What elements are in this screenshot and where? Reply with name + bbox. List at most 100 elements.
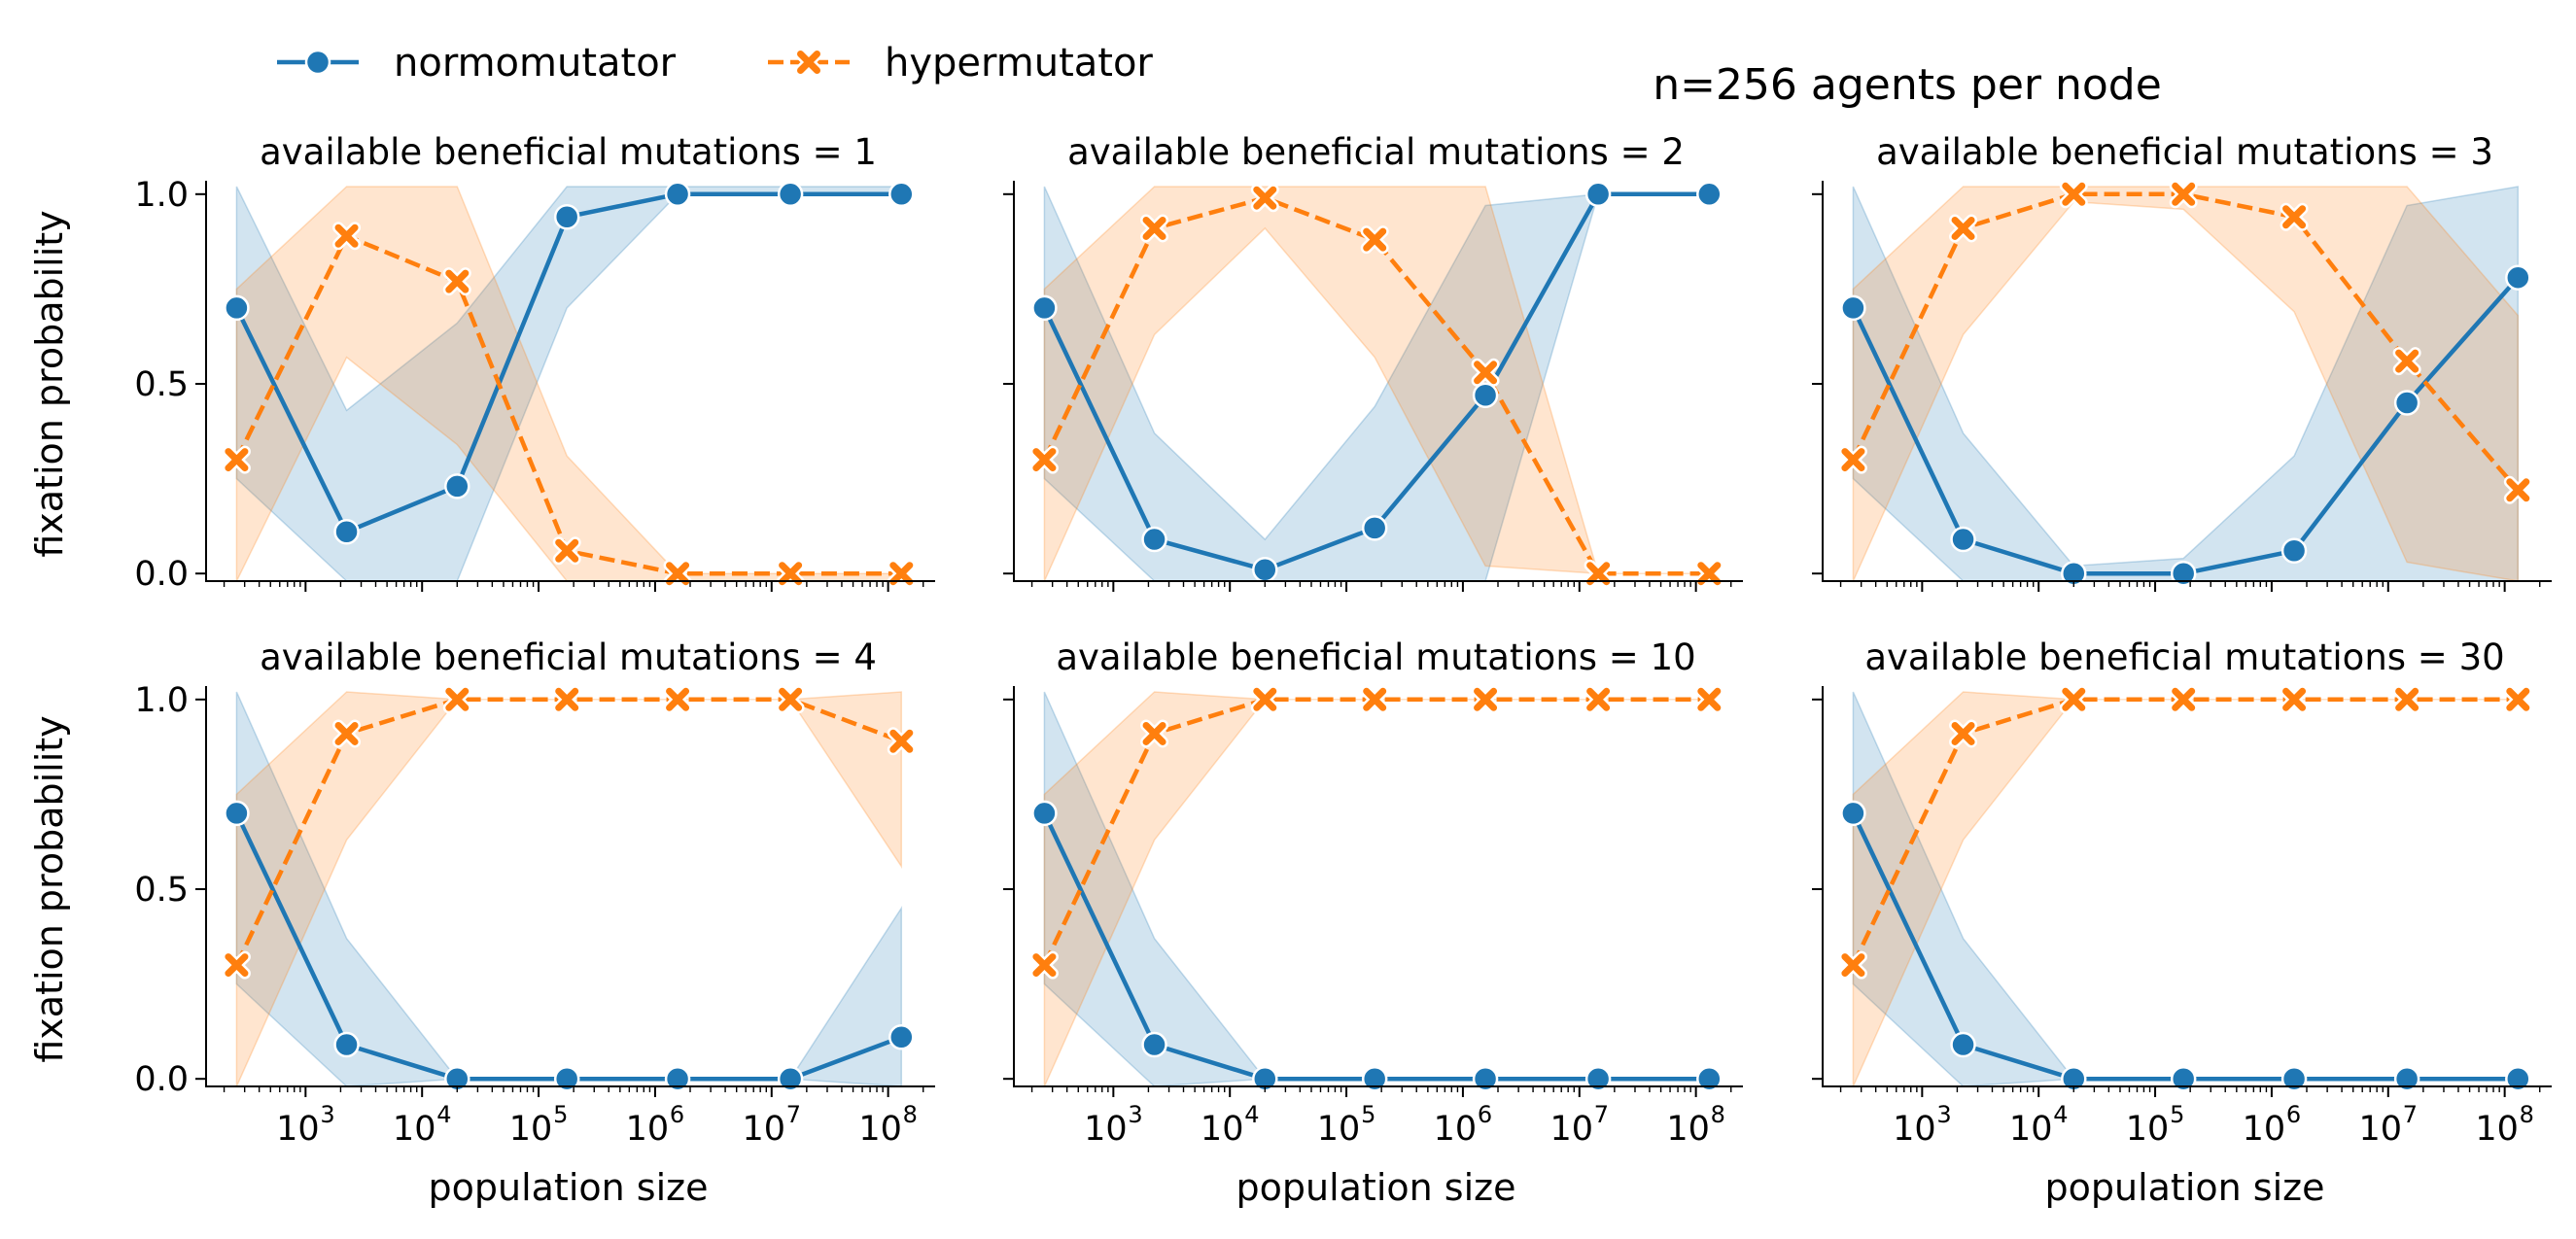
legend: normomutator hypermutator xyxy=(277,41,1153,86)
data-point-hypermutator xyxy=(1584,685,1613,714)
subplot-2: available beneficial mutations = 2 xyxy=(1003,131,1743,592)
data-point-hypermutator xyxy=(332,222,362,251)
x-tick-exponent: 8 xyxy=(2520,1101,2534,1128)
subplot-title: available beneficial mutations = 10 xyxy=(1056,637,1695,678)
data-point-normomutator xyxy=(1361,515,1388,541)
x-tick-label: 10 xyxy=(276,1110,320,1149)
data-point-hypermutator xyxy=(332,719,362,748)
data-point-normomutator xyxy=(553,1065,580,1092)
x-tick-label: 10 xyxy=(393,1110,436,1149)
data-point-hypermutator xyxy=(1694,559,1723,588)
x-tick-exponent: 4 xyxy=(2053,1101,2068,1128)
y-tick-label: 0.5 xyxy=(134,871,189,910)
data-point-normomutator xyxy=(2170,560,2197,587)
x-tick-exponent: 8 xyxy=(1711,1101,1725,1128)
subplot-1: available beneficial mutations = 1 0.0 0.5… xyxy=(28,131,935,594)
data-point-hypermutator xyxy=(2059,180,2088,209)
y-tick-label: 0.5 xyxy=(134,365,189,404)
x-tick-exponent: 4 xyxy=(436,1101,451,1128)
legend-marker-hypermutator xyxy=(794,48,823,77)
data-point-hypermutator xyxy=(1250,184,1279,213)
data-point-normomutator xyxy=(2393,390,2420,416)
data-point-hypermutator xyxy=(2280,685,2309,714)
subplot-3: available beneficial mutations = 3 xyxy=(1812,131,2552,592)
data-point-hypermutator xyxy=(1584,559,1613,588)
data-point-normomutator xyxy=(2505,264,2531,291)
data-point-hypermutator xyxy=(1029,950,1059,980)
data-point-hypermutator xyxy=(2503,475,2532,504)
y-axis-label: fixation probability xyxy=(28,715,71,1062)
x-axis-label: population size xyxy=(429,1166,709,1209)
data-point-hypermutator xyxy=(1029,445,1059,474)
x-tick-exponent: 5 xyxy=(553,1101,568,1128)
x-tick-label: 10 xyxy=(2243,1110,2286,1149)
data-point-hypermutator xyxy=(442,267,471,296)
data-point-normomutator xyxy=(224,800,250,827)
data-point-normomutator xyxy=(1141,1031,1167,1058)
subplot-title: available beneficial mutations = 30 xyxy=(1864,637,2504,678)
x-tick-exponent: 7 xyxy=(1594,1101,1609,1128)
data-point-normomutator xyxy=(1840,294,1866,322)
figure-title: n=256 agents per node xyxy=(1653,60,2162,110)
x-tick-label: 10 xyxy=(2475,1110,2519,1149)
data-point-normomutator xyxy=(333,519,360,545)
subplot-4: available beneficial mutations = 4 0.0 0.5… xyxy=(28,637,935,1209)
x-tick-exponent: 7 xyxy=(2403,1101,2418,1128)
data-point-hypermutator xyxy=(1694,685,1723,714)
data-point-normomutator xyxy=(333,1031,360,1058)
x-tick-exponent: 5 xyxy=(2170,1101,2184,1128)
data-point-normomutator xyxy=(1472,382,1499,408)
x-tick-label: 10 xyxy=(2126,1110,2170,1149)
data-point-hypermutator xyxy=(663,559,692,588)
data-point-hypermutator xyxy=(552,536,581,566)
data-point-normomutator xyxy=(1141,526,1167,553)
data-point-hypermutator xyxy=(1360,225,1389,255)
x-tick-exponent: 3 xyxy=(1128,1101,1142,1128)
data-point-normomutator xyxy=(2170,1065,2197,1092)
data-point-normomutator xyxy=(1696,1065,1723,1092)
data-point-hypermutator xyxy=(2392,685,2421,714)
x-tick-label: 10 xyxy=(2009,1110,2053,1149)
x-tick-label: 10 xyxy=(1434,1110,1478,1149)
data-point-hypermutator xyxy=(1471,685,1500,714)
data-point-hypermutator xyxy=(1140,719,1169,748)
subplot-5: available beneficial mutations = 10 10 3 10… xyxy=(1003,637,1743,1209)
data-point-normomutator xyxy=(2393,1065,2420,1092)
data-point-normomutator xyxy=(1840,800,1866,827)
data-point-hypermutator xyxy=(663,685,692,714)
data-point-hypermutator xyxy=(1949,214,1978,243)
x-tick-label: 10 xyxy=(858,1110,902,1149)
data-point-hypermutator xyxy=(776,685,805,714)
data-point-normomutator xyxy=(1950,526,1976,553)
y-tick-label: 1.0 xyxy=(134,176,189,215)
data-point-hypermutator xyxy=(1140,214,1169,243)
data-point-normomutator xyxy=(1361,1065,1388,1092)
data-point-hypermutator xyxy=(887,559,916,588)
x-tick-exponent: 5 xyxy=(1361,1101,1375,1128)
x-tick-exponent: 8 xyxy=(903,1101,918,1128)
x-tick-exponent: 3 xyxy=(320,1101,334,1128)
x-tick-exponent: 3 xyxy=(1936,1101,1951,1128)
data-point-normomutator xyxy=(777,1065,804,1092)
data-point-hypermutator xyxy=(2280,202,2309,231)
data-point-normomutator xyxy=(1031,294,1058,322)
data-point-normomutator xyxy=(888,1024,915,1050)
data-point-normomutator xyxy=(1584,181,1612,208)
data-point-normomutator xyxy=(664,1065,691,1092)
x-tick-exponent: 6 xyxy=(670,1101,684,1128)
x-tick-exponent: 4 xyxy=(1244,1101,1259,1128)
legend-entry-hypermutator: hypermutator xyxy=(768,41,1153,86)
legend-label-hypermutator: hypermutator xyxy=(885,41,1153,86)
data-point-hypermutator xyxy=(776,559,805,588)
x-tick-label: 10 xyxy=(743,1110,786,1149)
x-tick-label: 10 xyxy=(1666,1110,1710,1149)
x-tick-label: 10 xyxy=(1550,1110,1594,1149)
data-point-hypermutator xyxy=(2059,685,2088,714)
x-tick-label: 10 xyxy=(509,1110,553,1149)
data-point-hypermutator xyxy=(2169,685,2198,714)
data-point-hypermutator xyxy=(222,950,251,980)
data-point-hypermutator xyxy=(2503,685,2532,714)
x-tick-label: 10 xyxy=(1893,1110,1936,1149)
subplot-title: available beneficial mutations = 3 xyxy=(1876,131,2493,173)
